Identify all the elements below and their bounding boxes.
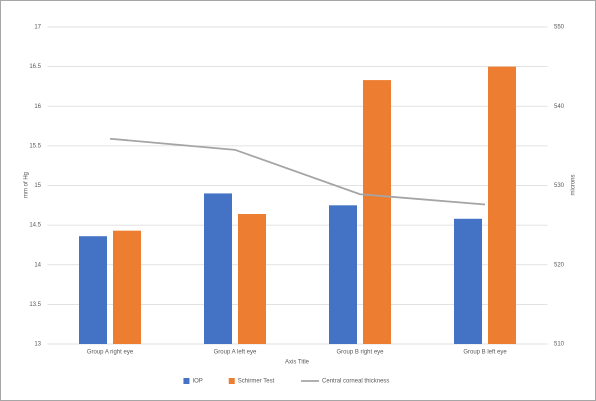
- y-tick-label: 13: [34, 342, 41, 348]
- y-tick-label: 16: [34, 104, 41, 110]
- y-tick-label: 15: [34, 183, 41, 189]
- y-tick-label: 14.5: [29, 223, 41, 229]
- y2-tick-label: 520: [554, 262, 565, 268]
- bar: [79, 236, 107, 344]
- x-axis-title: Axis Title: [285, 360, 310, 366]
- x-tick-label: Group A left eye: [214, 350, 257, 356]
- y-axis-title: mm of Hg: [24, 172, 30, 198]
- y2-tick-label: 550: [554, 25, 565, 31]
- y2-tick-label: 510: [554, 342, 565, 348]
- x-tick-label: Group A right eye: [87, 350, 134, 356]
- y2-tick-label: 540: [554, 104, 565, 110]
- x-tick-label: Group B left eye: [463, 350, 507, 356]
- legend-swatch: [228, 378, 235, 384]
- bar: [363, 80, 391, 344]
- y2-axis-title: microns: [571, 174, 577, 195]
- bar: [113, 230, 141, 344]
- y-tick-label: 13.5: [29, 302, 41, 308]
- y-tick-label: 15.5: [29, 143, 41, 149]
- bar: [488, 66, 516, 344]
- bar: [204, 193, 232, 344]
- legend-swatch: [183, 378, 190, 384]
- line-series: [109, 137, 486, 206]
- legend-label: Schirmer Test: [238, 379, 275, 385]
- y-tick-label: 16.5: [29, 64, 41, 70]
- bar: [238, 214, 266, 344]
- bar: [329, 205, 357, 344]
- bar: [454, 218, 482, 344]
- legend-label: Central corneal thickness: [322, 379, 389, 385]
- x-tick-label: Group B right eye: [336, 350, 384, 356]
- y2-tick-label: 530: [554, 183, 565, 189]
- y-tick-label: 17: [34, 25, 41, 31]
- legend-label: IOP: [192, 379, 202, 385]
- y-tick-label: 14: [34, 262, 41, 268]
